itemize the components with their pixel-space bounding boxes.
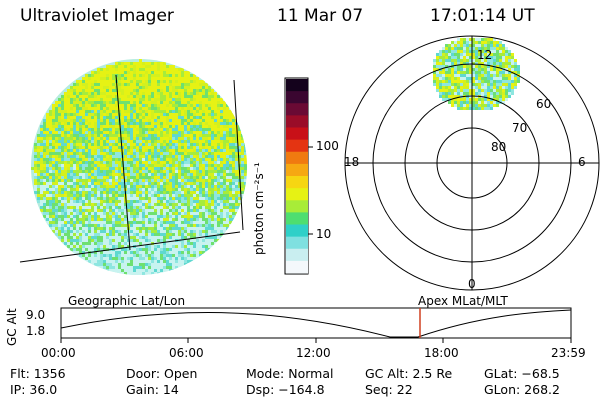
altitude-curve xyxy=(60,309,572,338)
mlt-label-6: 6 xyxy=(578,155,586,169)
mode-status: Mode: Normal xyxy=(246,366,334,381)
colorbar-cell xyxy=(286,151,308,165)
time-tick-1800: 18:00 xyxy=(424,346,459,360)
colorbar-cell xyxy=(286,248,308,262)
date-label: 11 Mar 07 xyxy=(277,6,364,26)
colorbar-cell xyxy=(286,91,308,104)
colorbar-cell xyxy=(286,188,308,201)
polar-plot xyxy=(344,35,600,291)
colorbar-cell xyxy=(286,115,308,129)
time-tick-0600: 06:00 xyxy=(169,346,204,360)
time-axis-ticks xyxy=(60,338,572,343)
colorbar-cell xyxy=(286,224,308,238)
mlat-label-80: 80 xyxy=(491,140,507,154)
door-status: Door: Open xyxy=(126,366,198,381)
latitude-line xyxy=(19,231,241,263)
time-tick-2359: 23:59 xyxy=(551,346,586,360)
mlat-label-60: 60 xyxy=(536,97,552,111)
colorbar-cell xyxy=(286,212,308,226)
gain-value: Gain: 14 xyxy=(126,382,179,397)
colorbar-cell xyxy=(286,79,308,92)
seq-value: Seq: 22 xyxy=(365,382,413,397)
colorbar-unit-label: photon cm⁻²s⁻¹ xyxy=(252,162,266,255)
glat-value: GLat: −68.5 xyxy=(484,366,560,381)
mlt-label-12: 12 xyxy=(477,48,493,62)
flight-number: Flt: 1356 xyxy=(10,366,66,381)
colorbar-cell xyxy=(286,200,308,213)
colorbar-cell xyxy=(286,236,308,250)
colorbar-cell xyxy=(286,163,308,177)
altitude-axis-label: GC Alt xyxy=(5,308,19,346)
geographic-grid-lines xyxy=(19,74,244,263)
colorbar-cell xyxy=(286,139,308,153)
colorbar-cell xyxy=(286,103,308,116)
colorbar-cell xyxy=(286,260,308,274)
instrument-title: Ultraviolet Imager xyxy=(20,6,174,26)
colorbar-tick-10: 10 xyxy=(316,227,332,241)
altitude-tick-1-8: 1.8 xyxy=(26,324,46,338)
polar-view-label: Apex MLat/MLT xyxy=(418,294,508,308)
longitude-line xyxy=(115,74,131,251)
geographic-earth-disk xyxy=(31,59,247,275)
colorbar-cell xyxy=(286,127,308,141)
geographic-view-label: Geographic Lat/Lon xyxy=(68,294,186,308)
dsp-value: Dsp: −164.8 xyxy=(246,382,325,397)
gc-alt-value: GC Alt: 2.5 Re xyxy=(365,366,453,381)
glon-value: GLon: 268.2 xyxy=(484,382,560,397)
time-label: 17:01:14 UT xyxy=(430,6,535,26)
colorbar-tick-100: 100 xyxy=(316,139,339,153)
time-tick-1200: 12:00 xyxy=(296,346,331,360)
time-tick-0000: 00:00 xyxy=(41,346,76,360)
mlt-label-0: 0 xyxy=(468,277,476,291)
longitude-line xyxy=(233,79,244,231)
mlt-label-18: 18 xyxy=(344,155,360,169)
color-scale-bar xyxy=(284,77,313,275)
altitude-plot xyxy=(60,307,572,343)
colorbar-cell xyxy=(286,176,308,189)
altitude-tick-9: 9.0 xyxy=(26,308,46,322)
mlat-label-70: 70 xyxy=(512,121,528,135)
ip-value: IP: 36.0 xyxy=(10,382,58,397)
